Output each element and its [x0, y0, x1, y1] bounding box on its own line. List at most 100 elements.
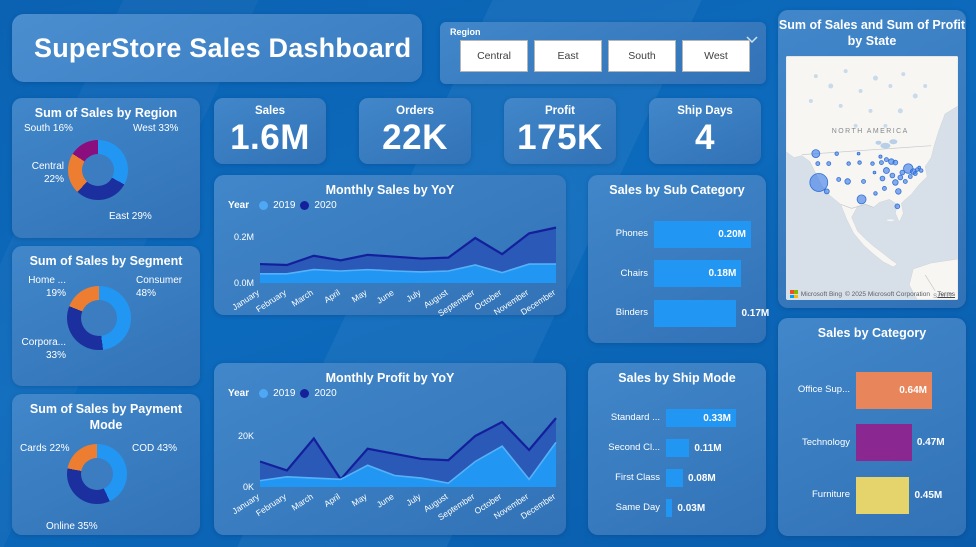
map-bubble[interactable] — [912, 171, 918, 176]
bar[interactable] — [666, 439, 690, 457]
map-bubble[interactable] — [856, 151, 861, 156]
bar-value-label: 0.18M — [708, 268, 737, 280]
cuba-island — [886, 219, 894, 222]
map-terms-link[interactable]: Terms — [937, 290, 955, 298]
map-bubble[interactable] — [844, 178, 851, 185]
payment-donut-chart[interactable] — [67, 444, 127, 504]
chart-title: Sum of Sales by Payment Mode — [29, 402, 183, 433]
map-bubble[interactable] — [826, 161, 832, 166]
slicer-button-south[interactable]: South — [608, 40, 676, 72]
bar[interactable] — [654, 299, 737, 327]
map-bubble[interactable] — [879, 175, 886, 182]
map-attribution: Microsoft Bing © 2025 Microsoft Corporat… — [790, 290, 955, 298]
map-bubble[interactable] — [894, 203, 901, 210]
slicer-button-east[interactable]: East — [534, 40, 602, 72]
region-donut-chart[interactable] — [68, 140, 128, 200]
map-bubble[interactable] — [902, 179, 908, 184]
segment-donut-chart[interactable] — [67, 286, 131, 350]
bar-row[interactable]: Office Sup... 0.64M — [788, 371, 958, 409]
map-bubble[interactable] — [857, 160, 862, 165]
map-bubble[interactable] — [861, 179, 866, 184]
map-bubble[interactable] — [884, 157, 889, 162]
bar-row[interactable]: Technology 0.47M — [788, 424, 958, 462]
slicer-button-central[interactable]: Central — [460, 40, 528, 72]
kpi-card-ship-days[interactable]: Ship Days 4 — [649, 98, 761, 164]
bar-track: 0.17M — [654, 299, 770, 327]
bar-row[interactable]: Standard ... 0.33M — [598, 409, 758, 427]
map-bubble[interactable] — [917, 165, 922, 170]
map-bubble[interactable] — [899, 169, 906, 176]
legend-item-2019[interactable]: 2019 — [273, 388, 296, 399]
slicer-button-west[interactable]: West — [682, 40, 750, 72]
bar-row[interactable]: Second Cl... 0.11M — [598, 439, 758, 457]
bar-category-label: Technology — [801, 436, 850, 448]
map-canvas[interactable]: NORTH AMERICA SOUT — [786, 56, 958, 300]
bar-row[interactable]: First Class 0.08M — [598, 469, 758, 487]
legend-item-2020[interactable]: 2020 — [314, 388, 337, 399]
kpi-card-orders[interactable]: Orders 22K — [359, 98, 471, 164]
map-bubble[interactable] — [811, 149, 821, 159]
map-bubble[interactable] — [823, 188, 830, 195]
bing-map[interactable]: NORTH AMERICA SOUT Microsoft Bing © 2025… — [786, 56, 958, 300]
bar-row[interactable]: Binders 0.17M — [598, 299, 769, 327]
map-bubble[interactable] — [834, 151, 839, 156]
bar-row[interactable]: Chairs 0.18M — [598, 260, 758, 288]
state-bubbles[interactable] — [809, 149, 924, 210]
bar[interactable] — [856, 477, 910, 515]
map-bubble[interactable] — [836, 177, 842, 182]
map-bubble[interactable] — [883, 167, 890, 174]
map-bubble[interactable] — [892, 159, 899, 166]
ship-mode-bar-chart[interactable]: Standard ... 0.33M Second Cl... 0.11M First … — [598, 403, 758, 523]
map-bubble[interactable] — [873, 191, 878, 196]
bar[interactable] — [666, 499, 673, 517]
bar[interactable] — [856, 424, 912, 462]
sales-by-ship-mode-panel: Sales by Ship Mode Standard ... 0.33M Seco… — [588, 363, 766, 535]
map-bubble[interactable] — [815, 161, 821, 166]
bar[interactable] — [666, 469, 683, 487]
chart-legend: Year 2019 2020 — [228, 200, 337, 211]
map-bubble[interactable] — [892, 179, 899, 186]
sub-category-bar-chart[interactable]: Phones 0.20M Chairs 0.18M Binders 0.17M — [598, 215, 769, 333]
region-slicer: Region Central East South West — [440, 22, 766, 84]
bar-value-label: 0.11M — [694, 442, 722, 454]
chevron-down-icon[interactable] — [746, 30, 758, 48]
map-bubble[interactable] — [895, 188, 902, 195]
kpi-value: 4 — [695, 118, 715, 157]
bar[interactable]: 0.18M — [654, 260, 742, 288]
map-bubble[interactable] — [897, 174, 904, 181]
map-bubble[interactable] — [919, 168, 924, 173]
dashboard-title-panel: SuperStore Sales Dashboard — [12, 14, 422, 82]
bar[interactable]: 0.64M — [856, 371, 932, 409]
kpi-card-profit[interactable]: Profit 175K — [504, 98, 616, 164]
bar-row[interactable]: Same Day 0.03M — [598, 499, 758, 517]
donut-hole — [81, 458, 113, 490]
area-series-2019[interactable] — [260, 442, 556, 487]
bar-row[interactable]: Phones 0.20M — [598, 221, 758, 249]
bar[interactable]: 0.33M — [666, 409, 736, 427]
x-axis-label: April — [322, 287, 342, 305]
map-bubble[interactable] — [856, 194, 867, 205]
map-bubble[interactable] — [878, 154, 883, 159]
category-bar-chart[interactable]: Office Sup... 0.64M Technology 0.47M Furnitu… — [788, 364, 958, 522]
chart-title: Sum of Sales and Sum of Profit by State — [778, 18, 966, 49]
donut-slice-label: West 33% — [133, 123, 179, 134]
legend-item-2020[interactable]: 2020 — [314, 200, 337, 211]
map-bubble[interactable] — [889, 172, 896, 179]
monthly-sales-panel: Monthly Sales by YoY Year 2019 2020 0.0M… — [214, 175, 566, 318]
kpi-card-sales[interactable]: Sales 1.6M — [214, 98, 326, 164]
area-series-2019[interactable] — [260, 264, 556, 283]
map-bubble[interactable] — [872, 170, 877, 175]
map-bubble[interactable] — [879, 160, 884, 165]
bar-value-label: 0.17M — [741, 307, 770, 319]
bar[interactable]: 0.20M — [654, 221, 751, 249]
map-bubble[interactable] — [907, 174, 913, 179]
map-bubble[interactable] — [846, 161, 851, 166]
map-bubble[interactable] — [870, 161, 875, 166]
map-bubble[interactable] — [882, 186, 887, 191]
map-bubble[interactable] — [809, 173, 829, 192]
monthly-profit-panel: Monthly Profit by YoY Year 2019 2020 0K 2… — [214, 363, 566, 535]
legend-item-2019[interactable]: 2019 — [273, 200, 296, 211]
bar-row[interactable]: Furniture 0.45M — [788, 477, 958, 515]
